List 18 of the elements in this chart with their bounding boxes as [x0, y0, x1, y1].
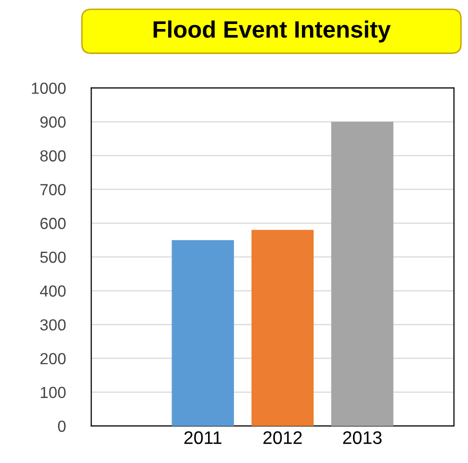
x-tick-label: 2013 [343, 431, 382, 444]
bar [251, 230, 314, 426]
y-tick-label: 500 [40, 252, 66, 263]
y-tick-label: 1000 [32, 82, 66, 94]
x-tick-label: 2011 [184, 431, 222, 444]
y-tick-label: 600 [40, 218, 66, 230]
chart-title: Flood Event Intensity [154, 20, 391, 42]
x-tick-label: 2012 [263, 431, 302, 444]
bar [331, 122, 394, 426]
y-tick-label: 300 [40, 319, 66, 331]
y-tick-label: 0 [58, 420, 66, 432]
y-tick-label: 200 [40, 352, 66, 364]
y-tick-label: 700 [40, 184, 66, 196]
y-tick-label: 800 [40, 150, 66, 162]
y-tick-label: 900 [40, 116, 66, 128]
y-tick-label: 100 [40, 386, 66, 398]
bar [172, 240, 234, 426]
y-tick-label: 400 [40, 285, 66, 297]
